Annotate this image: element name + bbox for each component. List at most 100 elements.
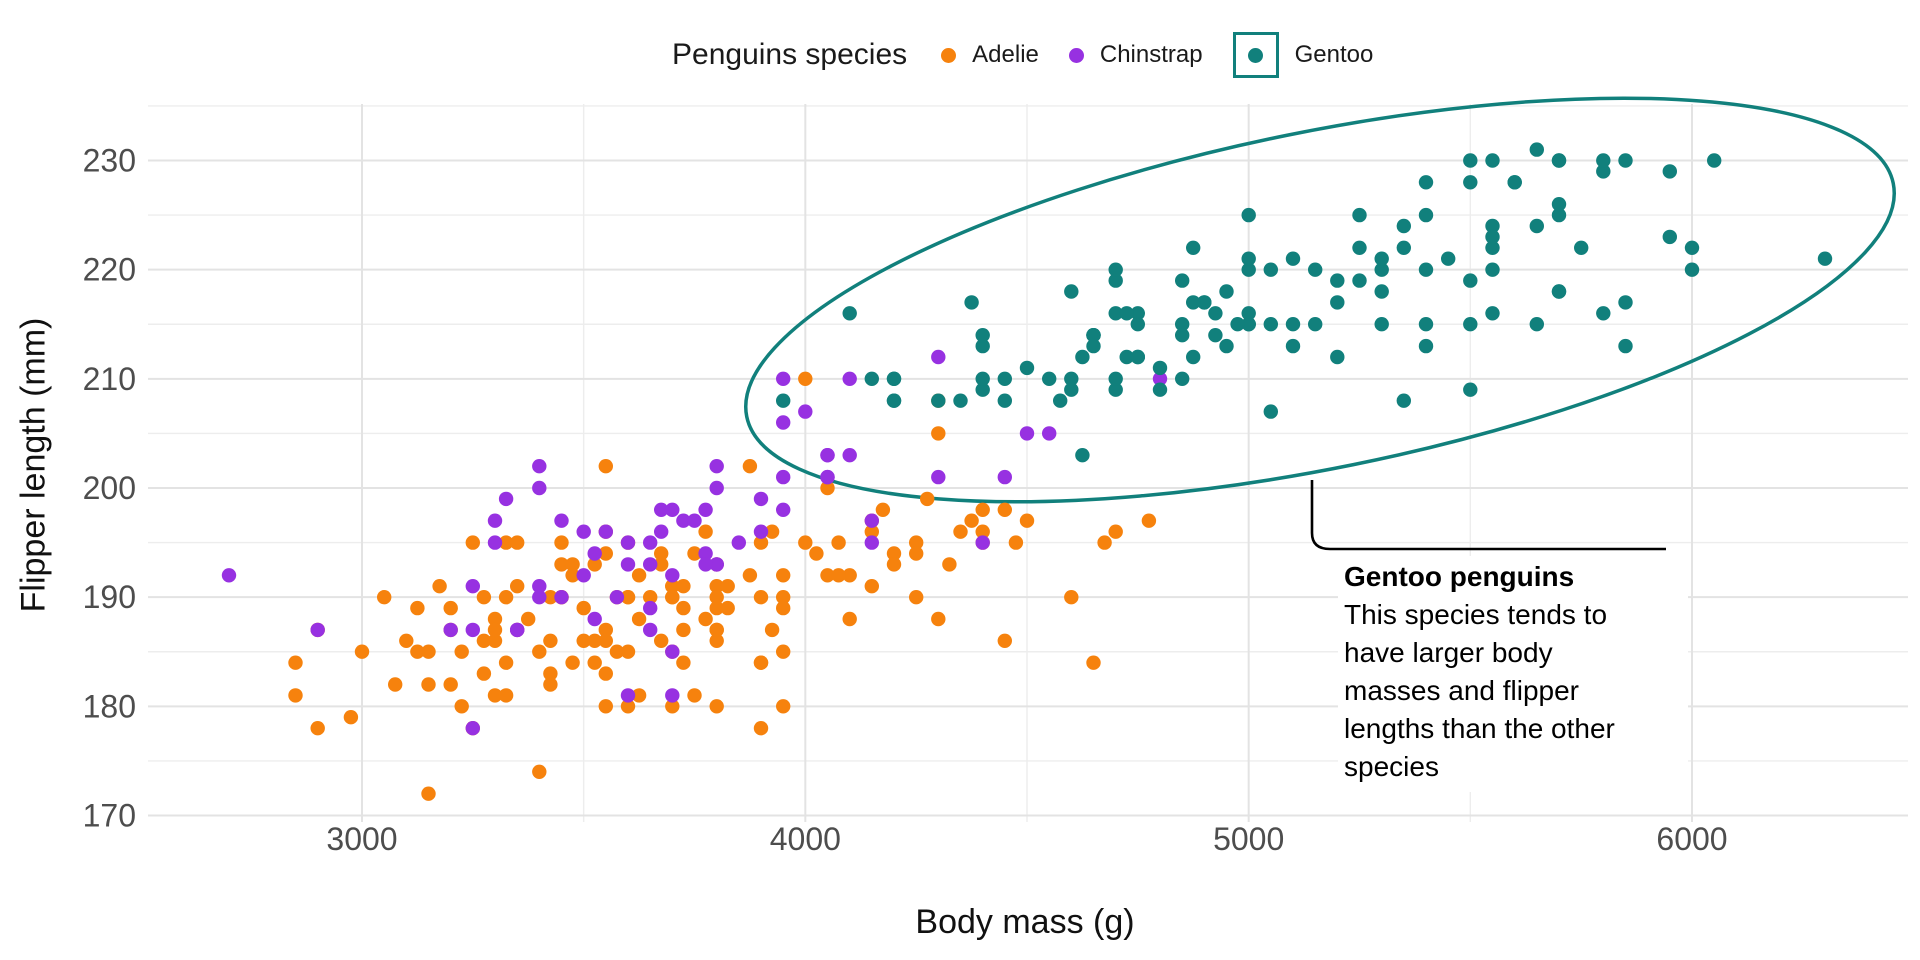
- data-point-adelie: [709, 633, 724, 648]
- data-point-gentoo: [1707, 153, 1722, 168]
- data-point-adelie: [676, 579, 691, 594]
- data-point-adelie: [676, 655, 691, 670]
- y-axis-title: Flipper length (mm): [14, 317, 53, 613]
- data-point-adelie: [931, 611, 946, 627]
- data-point-gentoo: [1230, 317, 1245, 332]
- legend-key-dot-gentoo: [1248, 47, 1264, 63]
- data-point-adelie: [443, 677, 458, 692]
- data-point-adelie: [864, 524, 879, 539]
- data-point-gentoo: [1396, 240, 1412, 255]
- data-point-chinstrap: [465, 721, 480, 736]
- data-point-adelie: [975, 524, 990, 539]
- data-point-adelie: [687, 688, 702, 703]
- data-point-adelie: [831, 568, 846, 583]
- data-point-adelie: [997, 502, 1012, 517]
- data-point-adelie: [676, 600, 691, 616]
- data-point-adelie: [465, 535, 480, 550]
- data-point-gentoo: [1263, 262, 1279, 277]
- y-tick-label: 180: [83, 688, 136, 724]
- data-point-adelie: [487, 688, 503, 703]
- data-point-adelie: [343, 710, 359, 725]
- data-point-gentoo: [953, 393, 968, 408]
- data-point-adelie: [654, 557, 669, 572]
- data-point-gentoo: [1662, 164, 1678, 179]
- data-point-chinstrap: [698, 502, 713, 517]
- data-point-gentoo: [1108, 273, 1123, 288]
- data-point-chinstrap: [1019, 426, 1035, 441]
- data-point-adelie: [764, 524, 780, 539]
- data-point-adelie: [476, 666, 492, 681]
- data-point-chinstrap: [753, 524, 769, 539]
- data-point-adelie: [931, 426, 946, 441]
- data-point-gentoo: [1374, 251, 1389, 266]
- data-point-gentoo: [1263, 317, 1279, 332]
- data-point-gentoo: [1396, 218, 1412, 234]
- data-point-gentoo: [975, 338, 990, 354]
- data-point-chinstrap: [532, 579, 547, 594]
- data-point-gentoo: [1086, 328, 1101, 343]
- data-point-chinstrap: [776, 469, 791, 485]
- data-point-gentoo: [1485, 229, 1500, 245]
- data-point-adelie: [454, 644, 469, 659]
- gentoo-ellipse: [744, 96, 1896, 504]
- data-point-gentoo: [975, 328, 990, 343]
- legend-title: Penguins species: [672, 38, 908, 71]
- data-point-gentoo: [1064, 371, 1079, 386]
- data-point-gentoo: [1485, 306, 1500, 321]
- data-point-adelie: [909, 590, 924, 605]
- data-point-gentoo: [1330, 349, 1345, 365]
- data-point-adelie: [764, 622, 780, 638]
- data-point-gentoo: [1618, 295, 1633, 310]
- data-point-adelie: [454, 699, 469, 714]
- data-point-adelie: [1097, 535, 1112, 550]
- data-point-adelie: [388, 677, 403, 692]
- data-point-adelie: [864, 579, 879, 594]
- data-point-adelie: [687, 546, 702, 561]
- annotation-callout-line: [1310, 480, 1666, 551]
- data-point-adelie: [753, 721, 769, 736]
- data-point-adelie: [443, 600, 458, 616]
- data-point-adelie: [776, 590, 791, 605]
- x-tick-label: 6000: [1656, 821, 1727, 857]
- y-tick-label: 210: [83, 361, 136, 397]
- data-point-gentoo: [1463, 317, 1478, 332]
- y-tick-label: 220: [83, 252, 136, 288]
- data-point-adelie: [665, 699, 680, 714]
- data-point-gentoo: [1130, 349, 1146, 365]
- y-tick-label: 200: [83, 470, 136, 506]
- data-point-adelie: [643, 590, 658, 605]
- data-point-chinstrap: [798, 404, 813, 419]
- data-point-chinstrap: [864, 513, 879, 528]
- data-point-adelie: [521, 611, 536, 627]
- data-point-adelie: [920, 491, 935, 507]
- legend-key-dot-chinstrap: [1068, 47, 1084, 63]
- data-point-gentoo: [1152, 382, 1168, 397]
- data-point-chinstrap: [443, 622, 458, 638]
- data-point-chinstrap: [687, 513, 702, 528]
- data-point-gentoo: [886, 371, 902, 386]
- data-point-gentoo: [1684, 240, 1700, 255]
- data-point-gentoo: [1463, 153, 1478, 168]
- data-point-gentoo: [1064, 284, 1079, 299]
- data-point-adelie: [598, 622, 613, 638]
- data-point-chinstrap: [510, 622, 525, 638]
- data-point-gentoo: [1285, 317, 1301, 332]
- data-point-adelie: [543, 633, 558, 648]
- data-point-chinstrap: [587, 546, 602, 561]
- data-point-adelie: [620, 590, 636, 605]
- data-point-chinstrap: [753, 491, 769, 507]
- data-point-gentoo: [1241, 262, 1256, 277]
- data-point-chinstrap: [776, 502, 791, 517]
- data-point-adelie: [909, 535, 924, 550]
- data-point-chinstrap: [587, 611, 602, 627]
- legend-item-adelie: Adelie: [941, 41, 1039, 69]
- legend-key-highlight-box: [1232, 32, 1279, 78]
- data-point-gentoo: [1219, 338, 1234, 354]
- data-point-chinstrap: [731, 535, 746, 550]
- data-point-gentoo: [964, 295, 979, 310]
- series-gentoo: [776, 142, 1833, 463]
- data-point-gentoo: [1175, 328, 1190, 343]
- data-point-adelie: [476, 590, 492, 605]
- data-point-adelie: [487, 622, 503, 638]
- x-tick-label: 4000: [770, 821, 841, 857]
